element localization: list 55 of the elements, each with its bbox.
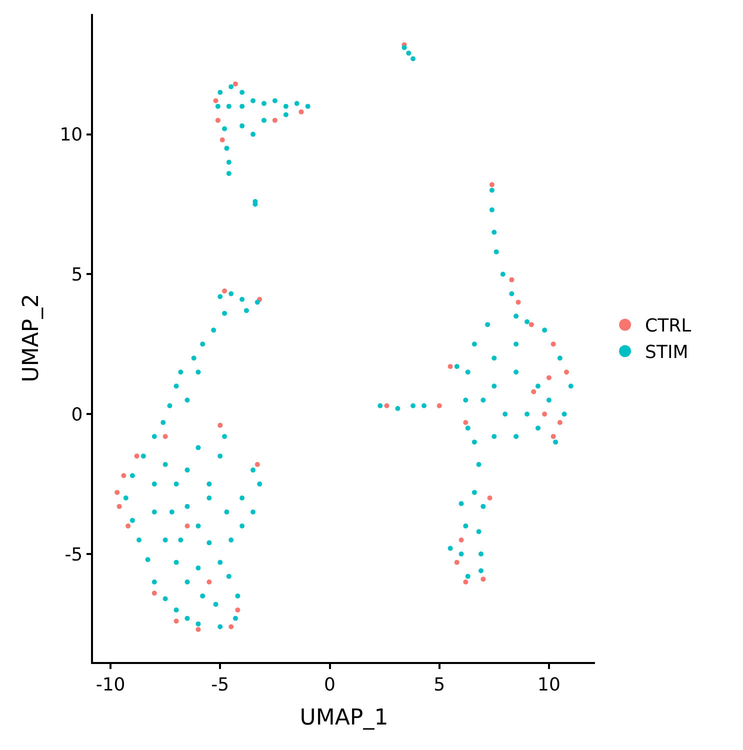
y-tick-label: 0 <box>71 404 83 426</box>
point <box>448 364 453 370</box>
point <box>213 98 218 104</box>
point <box>162 434 168 439</box>
point <box>528 322 534 328</box>
point <box>218 422 223 428</box>
point <box>516 300 521 305</box>
point <box>458 538 464 543</box>
point <box>121 473 126 478</box>
x-tick-label: 5 <box>434 674 446 696</box>
point <box>509 277 514 282</box>
point <box>454 560 460 565</box>
point <box>152 590 157 596</box>
point <box>228 624 234 630</box>
point <box>184 524 190 529</box>
y-axis-title: UMAP_2 <box>19 294 44 382</box>
point <box>134 454 140 459</box>
x-tick-label: -5 <box>211 674 230 696</box>
point <box>272 118 278 123</box>
point <box>557 420 562 425</box>
x-tick-label: 0 <box>324 674 336 696</box>
x-tick-label: 10 <box>538 674 560 696</box>
point <box>550 342 556 347</box>
point <box>114 490 120 495</box>
x-axis-title: UMAP_1 <box>300 706 388 731</box>
point <box>116 504 122 509</box>
point <box>480 576 486 582</box>
point <box>546 375 552 380</box>
legend-label: STIM <box>645 342 688 364</box>
point <box>220 137 225 142</box>
point <box>298 109 304 114</box>
point <box>542 412 548 417</box>
point <box>126 524 131 529</box>
y-tick-label: -5 <box>64 544 83 566</box>
point <box>463 579 468 584</box>
point <box>384 403 390 408</box>
point <box>550 434 556 439</box>
point <box>222 288 228 294</box>
point <box>206 579 212 584</box>
point <box>215 118 220 123</box>
point <box>531 389 536 394</box>
point <box>489 182 494 188</box>
point <box>235 607 240 612</box>
x-tick-label: -10 <box>96 674 126 696</box>
legend-label: CTRL <box>645 316 692 337</box>
point <box>232 81 238 86</box>
point <box>196 627 201 632</box>
point <box>174 618 179 624</box>
point <box>564 370 569 375</box>
y-tick-label: 10 <box>60 124 83 146</box>
point <box>254 462 260 467</box>
point <box>463 420 468 425</box>
point <box>436 403 442 408</box>
y-tick-label: 5 <box>71 264 83 286</box>
point <box>487 496 492 501</box>
